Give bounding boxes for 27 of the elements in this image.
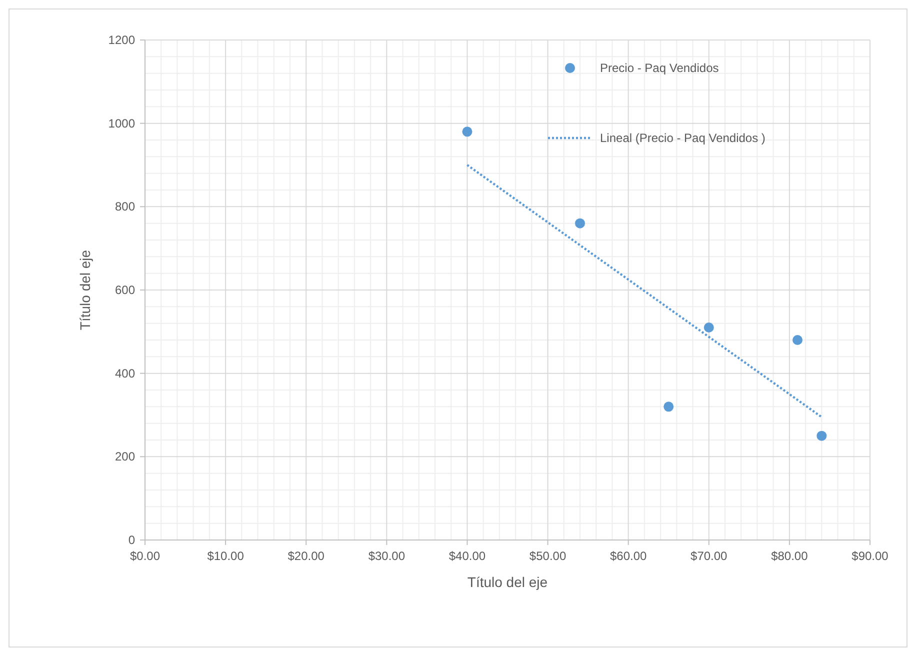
x-tick-label: $0.00 (130, 549, 160, 563)
y-tick-label: 1000 (108, 116, 136, 130)
x-tick-label: $80.00 (771, 549, 808, 563)
y-tick-label: 800 (114, 200, 136, 214)
x-axis-title: Título del eje (467, 574, 548, 590)
y-tick-label: 200 (114, 450, 136, 464)
x-tick-label: $10.00 (207, 549, 244, 563)
x-tick-label: $40.00 (448, 549, 486, 563)
point (704, 322, 714, 332)
y-tick-label: 0 (128, 533, 136, 547)
x-tick-label: $90.00 (852, 549, 889, 563)
x-tick-label: $60.00 (610, 549, 648, 563)
y-tick-label: 1200 (108, 33, 136, 47)
point (792, 335, 802, 345)
y-tick-label: 600 (114, 283, 136, 297)
x-tick-label: $30.00 (368, 549, 406, 563)
x-tick-label: $70.00 (690, 549, 728, 563)
legend-label: Precio - Paq Vendidos (600, 61, 719, 75)
point (664, 402, 674, 412)
point (575, 218, 585, 228)
legend-label: Lineal (Precio - Paq Vendidos ) (600, 131, 766, 145)
point (816, 430, 827, 441)
y-tick-label: 400 (114, 366, 136, 380)
point (462, 126, 472, 137)
x-tick-label: $50.00 (529, 549, 566, 563)
x-tick-label: $20.00 (288, 549, 325, 563)
y-axis-title: Título del eje (77, 250, 93, 330)
